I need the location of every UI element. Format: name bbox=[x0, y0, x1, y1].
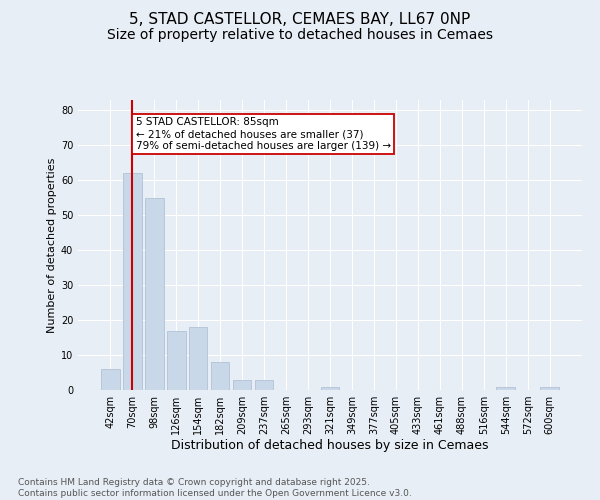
Bar bbox=[167, 330, 185, 390]
Text: 5, STAD CASTELLOR, CEMAES BAY, LL67 0NP: 5, STAD CASTELLOR, CEMAES BAY, LL67 0NP bbox=[130, 12, 470, 28]
Text: 5 STAD CASTELLOR: 85sqm
← 21% of detached houses are smaller (37)
79% of semi-de: 5 STAD CASTELLOR: 85sqm ← 21% of detache… bbox=[136, 118, 391, 150]
Bar bbox=[320, 386, 340, 390]
Bar bbox=[189, 327, 208, 390]
Bar bbox=[496, 386, 515, 390]
Bar bbox=[255, 380, 274, 390]
Text: Size of property relative to detached houses in Cemaes: Size of property relative to detached ho… bbox=[107, 28, 493, 42]
Bar bbox=[541, 386, 559, 390]
Bar bbox=[145, 198, 164, 390]
X-axis label: Distribution of detached houses by size in Cemaes: Distribution of detached houses by size … bbox=[171, 438, 489, 452]
Bar bbox=[101, 369, 119, 390]
Bar bbox=[233, 380, 251, 390]
Bar bbox=[211, 362, 229, 390]
Bar bbox=[123, 174, 142, 390]
Y-axis label: Number of detached properties: Number of detached properties bbox=[47, 158, 56, 332]
Text: Contains HM Land Registry data © Crown copyright and database right 2025.
Contai: Contains HM Land Registry data © Crown c… bbox=[18, 478, 412, 498]
